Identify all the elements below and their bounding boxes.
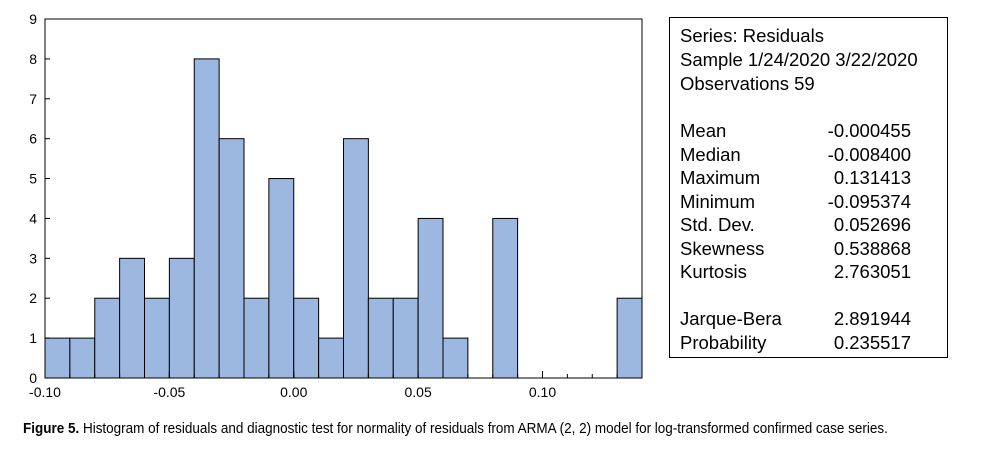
stat-label: Median [680,143,741,165]
y-tick-label: 8 [29,51,37,67]
x-tick-label: -0.05 [153,384,185,400]
x-axis: -0.10 -0.05 0.00 0.05 0.10 [29,371,643,400]
observations-count: Observations 59 [680,73,815,94]
histogram-bar [168,257,195,379]
test-stat-value: 2.891944 [833,308,911,329]
histogram-bar [492,217,519,379]
y-tick-label: 1 [29,330,37,346]
stat-label: Minimum [680,190,756,212]
stat-value: -0.008400 [827,143,911,165]
histogram-bar [218,138,245,379]
stat-value: 0.052696 [833,214,911,235]
figure-label: Figure 5. [23,421,80,437]
x-tick-label: 0.10 [529,384,556,400]
stat-label: Skewness [680,237,765,259]
figure-caption-text: Histogram of residuals and diagnostic te… [79,421,888,437]
stat-label: Maximum [680,167,761,188]
y-tick-label: 7 [29,91,37,107]
y-tick-label: 4 [29,210,37,226]
histogram-bar [94,297,121,379]
stat-value: -0.000455 [827,120,911,141]
histogram-bar [193,58,220,379]
test-stat-value: 0.235517 [833,331,911,353]
histogram-bar [318,337,344,379]
histogram-chart: 0 1 2 3 4 5 6 7 8 9 -0.10 -0.05 0.00 0.05 0.10 [29,11,643,400]
x-tick-label: 0.05 [405,384,432,400]
statistics-panel: Series: Residuals Sample 1/24/2020 3/22/… [669,17,948,358]
histogram-bar [243,297,270,379]
stat-value: 2.763051 [833,261,911,282]
y-tick-label: 2 [29,290,37,306]
histogram-bar [392,297,419,379]
y-tick-label: 9 [29,11,37,27]
y-tick-label: 6 [29,131,37,147]
histogram-bar [268,178,295,379]
y-tick-label: 0 [29,370,37,386]
histogram-bar [144,297,170,379]
histogram-bars [44,58,643,379]
y-tick-label: 5 [29,171,37,187]
stat-label: Std. Dev. [680,214,755,235]
histogram-bar [44,337,71,379]
y-axis: 0 1 2 3 4 5 6 7 8 9 [29,11,50,386]
x-tick-label: 0.00 [280,384,307,400]
stat-value: -0.095374 [827,190,911,212]
series-name: Series: Residuals [680,25,824,46]
histogram-bar [616,297,643,379]
histogram-bar [119,257,145,379]
test-stat-label: Probability [680,331,767,353]
x-tick-label: -0.10 [29,384,61,400]
stat-value: 0.131413 [833,167,911,188]
figure-caption: Figure 5. Histogram of residuals and dia… [23,421,888,437]
stat-label: Kurtosis [680,261,747,282]
histogram-bar [417,217,444,379]
y-tick-label: 3 [29,250,37,266]
stat-value: 0.538868 [833,237,911,259]
histogram-bar [367,297,394,379]
stat-label: Mean [680,120,727,141]
histogram-bar [69,337,96,379]
histogram-bar [442,337,469,379]
histogram-bar [293,297,320,379]
sample-range: Sample 1/24/2020 3/22/2020 [680,49,918,70]
test-stat-label: Jarque-Bera [680,308,782,329]
histogram-bar [343,138,369,379]
